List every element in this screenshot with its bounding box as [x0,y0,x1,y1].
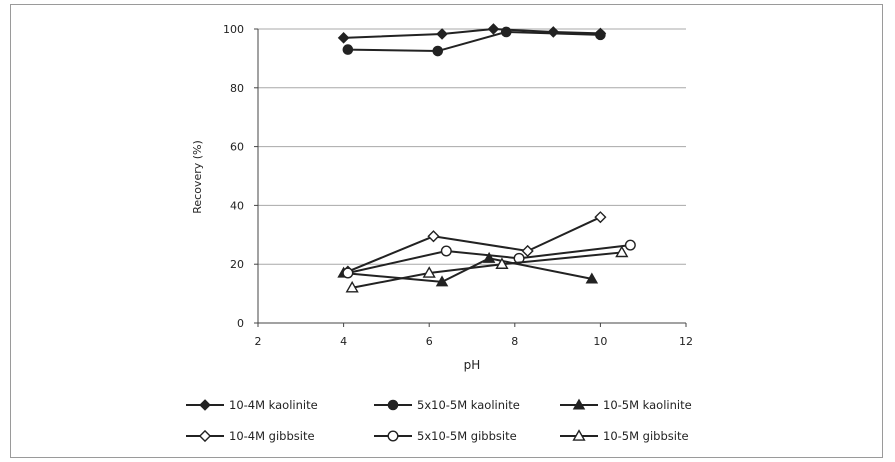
data-point [594,211,607,224]
x-tick-label: 12 [679,335,693,348]
legend-entry: 10-5M gibbsite [560,429,689,443]
legend-label: 10-5M gibbsite [603,429,689,443]
data-point [436,28,448,40]
legend-marker [572,429,586,441]
x-axis-label: pH [464,358,481,372]
legend-label: 5x10-5M gibbsite [417,429,517,443]
data-point [440,245,452,257]
data-point [435,275,449,287]
y-tick-label: 100 [223,23,244,36]
series-4 [342,239,636,279]
legend: 10-4M kaolinite 5x10-5M kaolinite 10-5M ka… [186,398,692,443]
data-point [342,267,354,279]
x-tick-label: 6 [426,335,433,348]
y-tick-label: 40 [230,199,244,212]
x-tick-label: 4 [340,335,347,348]
series-layer [337,23,636,293]
series-line [347,30,601,53]
x-tick-label: 2 [255,335,262,348]
legend-marker [199,399,211,411]
y-tick-label: 0 [237,317,244,330]
series-line [351,251,622,289]
data-point [547,26,560,38]
y-tick-label: 20 [230,258,244,271]
legend-label: 5x10-5M kaolinite [417,398,520,412]
legend-entry: 10-5M kaolinite [560,398,692,412]
data-point [427,230,440,243]
legend-entry: 5x10-5M kaolinite [374,398,520,412]
legend-entry: 10-4M kaolinite [186,398,318,412]
data-point [422,266,436,278]
gridlines [258,28,686,265]
series-2 [337,251,599,287]
legend-entry: 5x10-5M gibbsite [374,429,517,443]
series-line [343,257,593,283]
chart-frame [10,4,883,458]
data-point [615,245,629,258]
legend-marker [387,430,399,442]
legend-entry: 10-4M gibbsite [186,429,315,443]
data-point [624,239,636,251]
y-tick-label: 80 [230,82,244,95]
legend-marker [198,429,212,443]
y-tick-label: 60 [230,141,244,154]
series-1 [342,26,606,57]
data-point [585,272,599,284]
data-point [487,23,500,35]
series-line [347,216,601,273]
axes: 0 20 40 60 80 100 2 4 6 8 10 12 [223,23,693,348]
x-tick-label: 10 [593,335,607,348]
legend-label: 10-5M kaolinite [603,398,692,412]
data-point [342,44,354,55]
legend-label: 10-4M gibbsite [229,429,315,443]
data-point [432,45,444,57]
data-point [337,32,350,44]
data-point [521,244,534,258]
legend-marker [572,398,586,410]
data-point [482,251,496,263]
series-line [347,244,631,274]
legend-label: 10-4M kaolinite [229,398,318,412]
series-5 [345,245,629,293]
data-point [595,29,606,41]
data-point [495,257,509,269]
y-axis-label: Recovery (%) [191,140,204,214]
data-point [345,280,359,293]
x-tick-label: 8 [511,335,518,348]
data-point [500,26,512,38]
legend-marker [387,399,399,411]
